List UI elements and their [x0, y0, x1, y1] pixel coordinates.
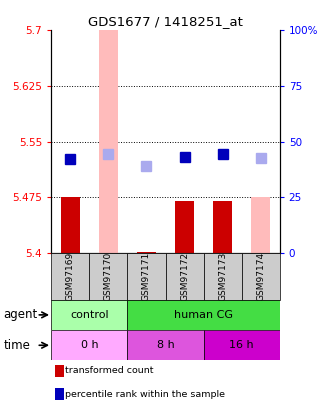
Text: GSM97169: GSM97169: [66, 252, 75, 301]
Bar: [204, 253, 242, 300]
Text: transformed count: transformed count: [65, 366, 154, 375]
Bar: [137, 252, 156, 253]
Text: time: time: [3, 339, 30, 352]
Title: GDS1677 / 1418251_at: GDS1677 / 1418251_at: [88, 15, 243, 28]
Bar: [213, 201, 232, 253]
Text: percentile rank within the sample: percentile rank within the sample: [65, 390, 225, 399]
Text: 16 h: 16 h: [229, 340, 254, 350]
Bar: [204, 330, 280, 360]
Text: human CG: human CG: [174, 310, 233, 320]
Bar: [127, 330, 204, 360]
Bar: [51, 330, 127, 360]
Bar: [89, 253, 127, 300]
Bar: [175, 201, 194, 253]
Text: 8 h: 8 h: [157, 340, 174, 350]
Text: GSM97170: GSM97170: [104, 252, 113, 301]
Bar: [127, 253, 166, 300]
Bar: [61, 198, 80, 253]
Bar: [51, 253, 89, 300]
Bar: [242, 253, 280, 300]
Bar: [127, 300, 280, 330]
Bar: [251, 198, 270, 253]
Text: GSM97172: GSM97172: [180, 252, 189, 301]
Text: 0 h: 0 h: [80, 340, 98, 350]
Bar: [99, 30, 118, 253]
Text: GSM97174: GSM97174: [256, 252, 265, 301]
Text: GSM97173: GSM97173: [218, 252, 227, 301]
Bar: [51, 300, 127, 330]
Text: control: control: [70, 310, 109, 320]
Text: agent: agent: [3, 308, 37, 322]
Text: GSM97171: GSM97171: [142, 252, 151, 301]
Bar: [166, 253, 204, 300]
